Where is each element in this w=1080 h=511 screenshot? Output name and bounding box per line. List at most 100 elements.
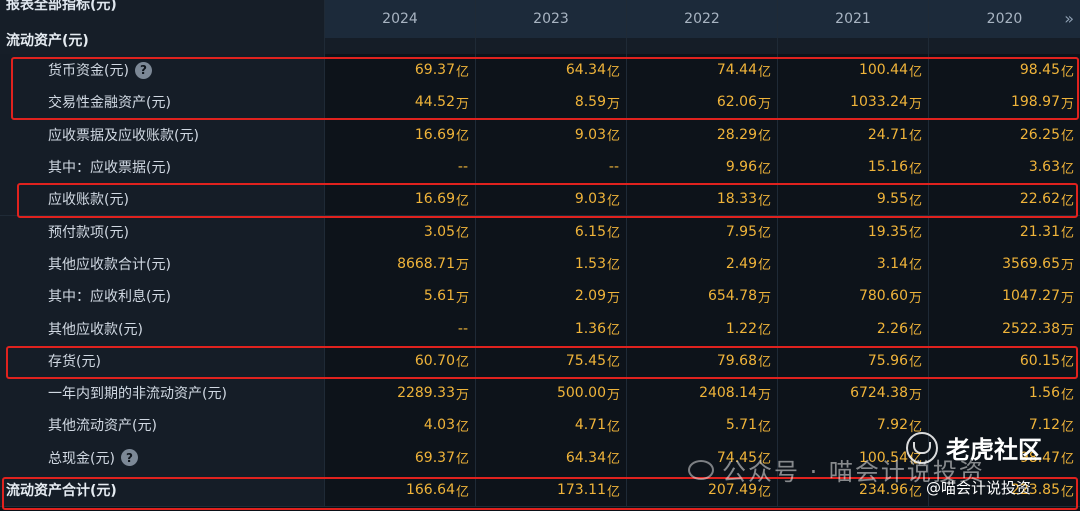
value-number: 9.03 [574,191,606,208]
value-number: 62.06 [716,94,757,111]
table-row[interactable]: 预付款项(元) 3.05 亿 6.15 亿 7.95 亿 19.35 亿 21.31 亿 [0,215,1080,249]
value-unit: 万 [757,290,771,306]
value-cell: 654.78 万 [627,280,778,313]
value-unit: 亿 [606,64,620,80]
value-cell: 9.55 亿 [778,183,929,216]
value-number: 9.55 [876,191,908,208]
table-row[interactable]: 其他应收款合计(元) 8668.71 万 1.53 亿 2.49 亿 3.14 亿 3569.65… [0,247,1080,282]
help-icon[interactable]: ? [120,449,138,467]
value-cell: 3.05 亿 [325,215,476,248]
value-number: 98.45 [1019,62,1060,79]
value-number: 75.96 [867,352,908,369]
value-unit: 万 [455,96,469,112]
value-number: 16.69 [414,126,455,143]
value-cell: 223.85 亿 [929,473,1080,507]
value-number: 500.00 [556,385,606,402]
value-cell: -- [325,312,476,345]
value-number: 60.15 [1019,352,1060,369]
row-label: 其中：应收票据(元) [0,150,325,184]
value-cell: 5.61 万 [325,280,476,313]
row-label-text: 应收账款(元) [48,192,129,209]
table-row[interactable]: 其中：应收票据(元) -- -- 9.96 亿 15.16 亿 3.63 亿 [0,150,1080,185]
value-unit: 亿 [455,129,469,145]
table-row[interactable]: 货币资金(元)? 69.37 亿 64.34 亿 74.44 亿 100.44 亿 98.45 亿 [0,54,1080,88]
value-unit: 万 [757,387,771,403]
value-cell: 6724.38 万 [778,377,929,410]
value-unit: 万 [455,290,469,306]
table-row[interactable]: 存货(元) 60.70 亿 75.45 亿 79.68 亿 75.96 亿 60.15 亿 [0,344,1080,378]
table-row[interactable]: 流动资产合计(元) 166.64 亿 173.11 亿 207.49 亿 234.96 亿 223… [0,473,1080,508]
table-row[interactable]: 应收账款(元) 16.69 亿 9.03 亿 18.33 亿 9.55 亿 22.62 亿 [0,183,1080,217]
row-label-text: 交易性金融资产(元) [48,95,171,112]
value-unit: 亿 [908,64,922,80]
row-label: 流动资产合计(元) [0,473,325,507]
tiger-logo-icon [906,431,938,464]
row-label: 其中：应收利息(元) [0,280,325,313]
value-unit: 万 [908,387,922,403]
value-number: 8.59 [574,94,606,111]
value-number: 166.64 [405,482,455,499]
value-number: 21.31 [1019,223,1060,240]
year-header-2024[interactable]: 2024 [325,0,476,38]
table-row[interactable]: 其他应收款(元) -- 1.36 亿 1.22 亿 2.26 亿 2522.38 万 [0,312,1080,346]
value-unit: 亿 [455,193,469,209]
value-number: 5.61 [423,288,455,305]
brand-name: 老虎社区 [946,436,1042,464]
value-number: -- [457,159,468,176]
brand-badge: 老虎社区 [906,430,1042,465]
row-label-text: 存货(元) [48,353,101,370]
value-number: 654.78 [707,288,757,305]
value-unit: 万 [908,96,922,112]
value-unit: 亿 [606,258,620,274]
value-cell: 28.29 亿 [627,118,778,151]
value-number: 19.35 [867,223,908,240]
value-cell: 7.12 亿 [929,409,1080,442]
value-cell: 100.44 亿 [778,54,929,87]
value-number: 2289.33 [397,385,455,402]
year-header-2021[interactable]: 2021 [778,0,929,38]
expand-columns-icon[interactable]: » [1064,9,1074,28]
year-header-2020[interactable]: 2020 [929,0,1080,38]
value-number: 64.34 [565,449,606,466]
value-number: 98.47 [1019,449,1060,466]
value-unit: 万 [606,387,620,403]
value-cell: -- [476,150,627,184]
value-number: 18.33 [716,191,757,208]
value-cell: 2.09 万 [476,280,627,313]
value-cell: 8.59 万 [476,86,627,119]
table-row[interactable]: 应收票据及应收账款(元) 16.69 亿 9.03 亿 28.29 亿 24.71 亿 26.25… [0,118,1080,152]
value-cell: 98.47 亿 [929,441,1080,474]
value-cell: 69.37 亿 [325,54,476,87]
year-header-2023[interactable]: 2023 [476,0,627,38]
value-cell: 9.03 亿 [476,183,627,216]
value-number: 1.36 [574,320,606,337]
value-unit: 亿 [606,193,620,209]
value-unit: 亿 [757,129,771,145]
value-cell: 2.26 亿 [778,312,929,345]
wechat-icon [688,459,714,480]
table-row[interactable]: 一年内到期的非流动资产(元) 2289.33 万 500.00 万 2408.14 万 672… [0,377,1080,411]
year-header-2022[interactable]: 2022 [627,0,778,38]
value-unit: 亿 [757,258,771,274]
value-unit: 亿 [1060,387,1074,403]
value-number: 28.29 [716,126,757,143]
table-row[interactable]: 其中：应收利息(元) 5.61 万 2.09 万 654.78 万 780.60 万 1047.2… [0,280,1080,314]
value-cell: 15.16 亿 [778,150,929,184]
value-unit: 万 [1060,290,1074,306]
value-number: 75.45 [565,352,606,369]
value-number: 8668.71 [397,255,455,272]
value-unit: 亿 [908,484,922,500]
value-number: 3.05 [423,223,455,240]
value-number: 2.26 [876,320,908,337]
value-number: 1047.27 [1002,288,1060,305]
help-icon[interactable]: ? [134,61,152,79]
row-label: 一年内到期的非流动资产(元) [0,377,325,410]
value-cell: 18.33 亿 [627,183,778,216]
value-number: 9.96 [725,159,757,176]
value-unit: 亿 [606,355,620,371]
value-number: 1.22 [725,320,757,337]
value-cell: 69.37 亿 [325,441,476,474]
row-label: 其他流动资产(元) [0,409,325,442]
value-number: 6724.38 [850,385,908,402]
table-row[interactable]: 交易性金融资产(元) 44.52 万 8.59 万 62.06 万 1033.24 万 198.9… [0,86,1080,120]
